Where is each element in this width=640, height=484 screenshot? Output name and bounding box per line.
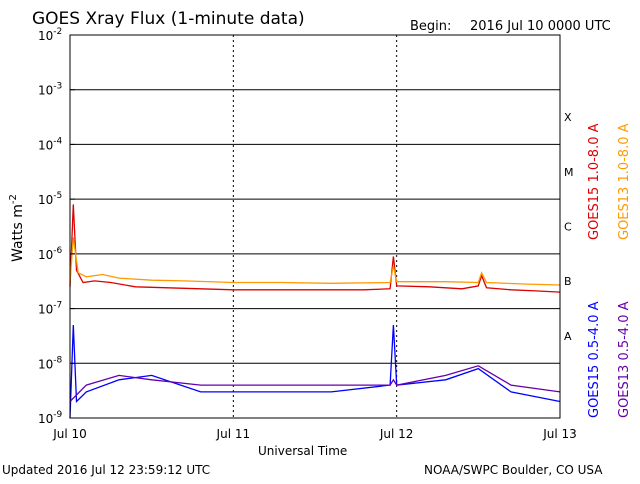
y-tick-exp: -3 — [53, 82, 62, 92]
y-axis-label-group: Watts m-2 — [8, 194, 26, 262]
legend-entry: GOES15 1.0-8.0 A — [587, 123, 602, 240]
data-source: NOAA/SWPC Boulder, CO USA — [424, 463, 603, 477]
flare-class-label: M — [564, 166, 574, 179]
y-axis-label: Watts m-2 — [8, 194, 26, 262]
x-tick-labels: Jul 10 Jul 11 Jul 12 Jul 13 — [52, 427, 577, 441]
y-tick-base: 10 — [38, 248, 53, 262]
y-tick-label: 10-9 — [38, 410, 63, 426]
x-axis-label: Universal Time — [258, 444, 347, 458]
x-tick-label: Jul 13 — [542, 427, 577, 441]
chart-title: GOES Xray Flux (1-minute data) — [32, 9, 305, 29]
flare-class-label: C — [564, 221, 572, 234]
y-tick-exp: -6 — [53, 246, 62, 256]
legend-entry: GOES13 1.0-8.0 A — [617, 123, 632, 240]
begin-label: Begin: — [410, 19, 451, 34]
y-tick-exp: -2 — [53, 27, 62, 37]
y-tick-base: 10 — [38, 357, 53, 371]
y-tick-exp: -8 — [53, 355, 62, 365]
x-tick-label: Jul 11 — [216, 427, 251, 441]
legend-entry: GOES13 0.5-4.0 A — [617, 301, 632, 418]
begin-value: 2016 Jul 10 0000 UTC — [470, 19, 611, 34]
y-tick-label: 10-7 — [38, 301, 62, 317]
y-tick-exp: -9 — [53, 410, 62, 420]
legend: GOES15 1.0-8.0 A GOES13 1.0-8.0 A GOES15 0… — [587, 123, 632, 418]
series-line — [69, 237, 561, 286]
grid-lines — [70, 34, 560, 419]
y-tick-label: 10-4 — [38, 136, 63, 152]
y-tick-base: 10 — [38, 412, 53, 426]
legend-entry: GOES15 0.5-4.0 A — [587, 301, 602, 418]
y-tick-exp: -4 — [53, 136, 62, 146]
y-tick-label: 10-5 — [38, 191, 62, 207]
y-axis-label-text: Watts m — [10, 204, 26, 262]
y-tick-exp: -5 — [53, 191, 62, 201]
y-axis-label-sup: -2 — [8, 194, 19, 204]
flare-class-labels: X M C B A — [564, 111, 574, 343]
y-tick-base: 10 — [38, 303, 53, 317]
y-tick-base: 10 — [38, 193, 53, 207]
x-tick-label: Jul 10 — [52, 427, 87, 441]
series-line — [69, 324, 561, 419]
y-tick-label: 10-3 — [38, 82, 62, 98]
plot-frame — [69, 34, 561, 419]
y-tick-labels: 10-210-310-410-510-610-710-810-9 — [38, 27, 75, 426]
flare-class-label: X — [564, 111, 572, 124]
y-tick-label: 10-2 — [38, 27, 62, 43]
flare-class-label: B — [564, 275, 572, 288]
series-lines — [69, 204, 561, 419]
series-line — [69, 365, 561, 402]
y-tick-base: 10 — [38, 138, 53, 152]
x-tick-label: Jul 12 — [379, 427, 414, 441]
flare-class-label: A — [564, 330, 572, 343]
y-tick-base: 10 — [38, 84, 53, 98]
series-line — [69, 204, 561, 293]
y-tick-base: 10 — [38, 29, 53, 43]
y-tick-label: 10-8 — [38, 355, 63, 371]
y-tick-exp: -7 — [53, 301, 62, 311]
updated-timestamp: Updated 2016 Jul 12 23:59:12 UTC — [2, 463, 210, 477]
y-tick-label: 10-6 — [38, 246, 63, 262]
